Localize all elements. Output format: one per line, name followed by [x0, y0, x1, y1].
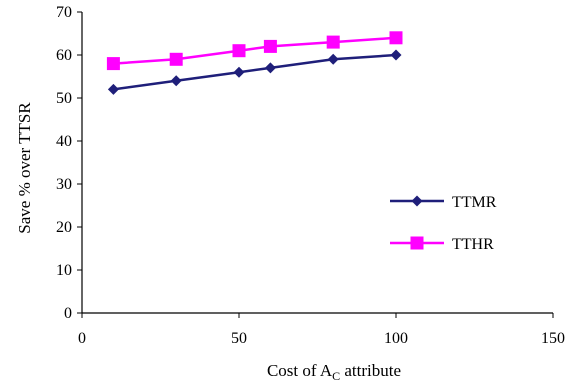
- data-point-tthr: [263, 39, 277, 53]
- data-point-ttmr: [390, 49, 402, 61]
- x-tick-label: 50: [231, 330, 247, 347]
- data-point-tthr: [169, 52, 183, 66]
- data-point-tthr: [326, 35, 340, 49]
- y-tick-label: 60: [56, 47, 72, 64]
- x-axis-title-main: Cost of A: [267, 361, 333, 380]
- x-ticks: 0 50 100 150: [78, 313, 565, 347]
- legend: TTMR TTHR: [390, 194, 497, 253]
- series-ttmr: [107, 49, 402, 95]
- data-point-tthr: [389, 31, 403, 45]
- axes: [81, 12, 553, 314]
- x-tick-label: 0: [78, 330, 86, 347]
- y-ticks: 0 10 20 30 40 50 60 70: [56, 4, 82, 322]
- data-point-ttmr: [264, 62, 276, 74]
- y-axis-title: Save % over TTSR: [15, 102, 34, 234]
- series-line-tthr: [113, 36, 397, 65]
- data-point-tthr: [232, 44, 246, 58]
- data-point-ttmr: [107, 83, 119, 95]
- legend-marker-tthr: [410, 236, 424, 250]
- y-tick-label: 50: [56, 90, 72, 107]
- y-tick-label: 40: [56, 133, 72, 150]
- legend-marker-ttmr: [411, 195, 423, 207]
- series-tthr: [106, 31, 403, 71]
- legend-label-ttmr: TTMR: [452, 194, 497, 211]
- legend-label-tthr: TTHR: [452, 236, 494, 253]
- x-tick-label: 150: [541, 330, 565, 347]
- series-group: [106, 31, 403, 95]
- y-tick-label: 70: [56, 4, 72, 21]
- y-tick-label: 30: [56, 176, 72, 193]
- y-tick-label: 10: [56, 262, 72, 279]
- data-point-ttmr: [327, 53, 339, 65]
- data-point-ttmr: [170, 75, 182, 87]
- series-line-ttmr: [113, 53, 397, 91]
- x-axis-title: Cost of AC attribute: [267, 361, 401, 383]
- y-tick-label: 20: [56, 219, 72, 236]
- data-point-tthr: [106, 57, 120, 71]
- legend-item-ttmr: TTMR: [390, 194, 497, 211]
- y-tick-label: 0: [64, 305, 72, 322]
- x-tick-label: 100: [384, 330, 408, 347]
- x-axis-title-tail: attribute: [340, 361, 401, 380]
- legend-item-tthr: TTHR: [390, 236, 494, 253]
- x-axis-title-sub: C: [332, 369, 340, 383]
- data-point-ttmr: [233, 66, 245, 78]
